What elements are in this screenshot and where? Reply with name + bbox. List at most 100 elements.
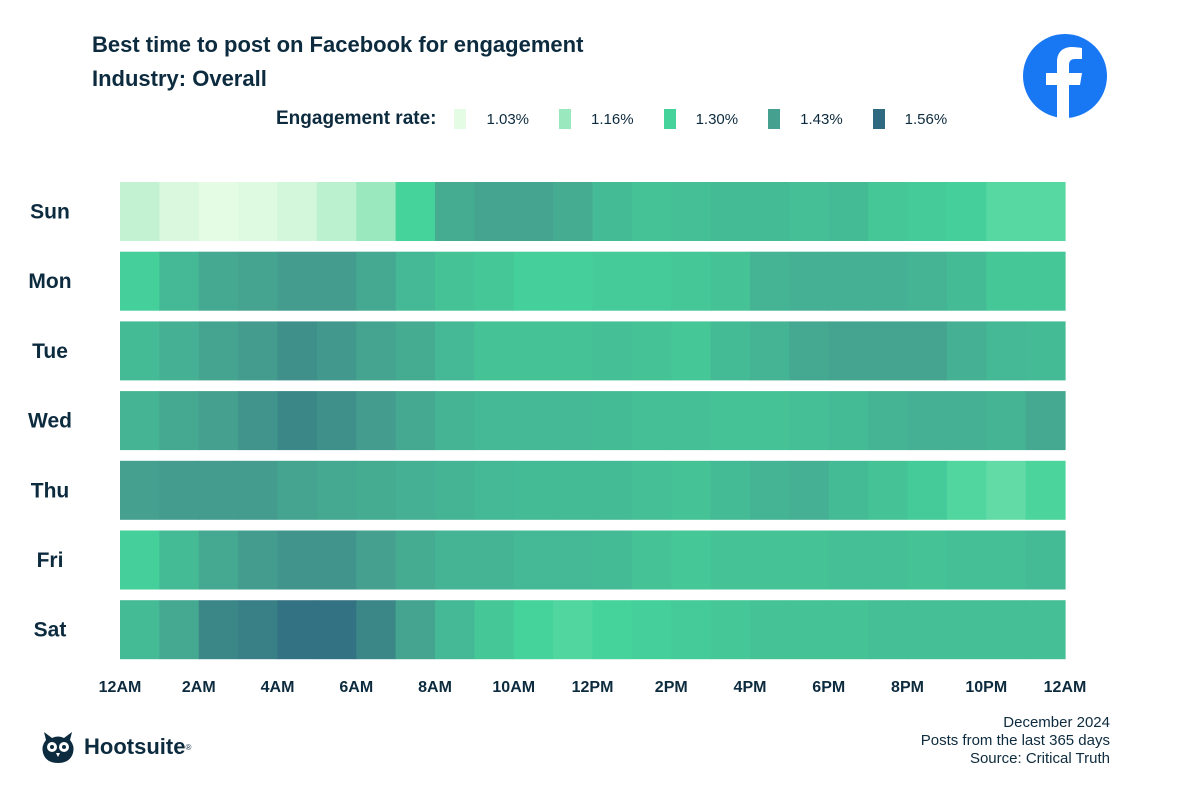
heatmap-cell (435, 182, 475, 241)
heatmap-cell (553, 321, 594, 381)
heatmap-cell (868, 600, 909, 660)
footer-date: December 2024 (1003, 714, 1110, 731)
heatmap-cell (513, 530, 554, 590)
heatmap-cell (907, 182, 948, 241)
heatmap-cell (316, 321, 357, 381)
owl-icon (42, 732, 74, 763)
heatmap-cell (1025, 530, 1066, 590)
legend-label: 1.43% (800, 110, 843, 128)
row-label-wed: Wed (28, 410, 72, 433)
x-tick-label: 12AM (1044, 679, 1087, 696)
legend-swatch (663, 109, 676, 129)
heatmap-cell (868, 530, 909, 590)
heatmap-cell (159, 600, 200, 660)
heatmap-cell (238, 600, 279, 660)
x-tick-label: 2AM (182, 679, 216, 696)
heatmap-cell (395, 530, 436, 590)
heatmap-cell (750, 600, 790, 660)
heatmap-cell (120, 530, 160, 590)
heatmap-cell (198, 391, 239, 451)
heatmap-cell (356, 251, 397, 311)
heatmap-cell (671, 460, 712, 520)
heatmap-cell (1025, 321, 1066, 381)
heatmap-cell (553, 530, 594, 590)
heatmap-cell (277, 321, 318, 381)
heatmap-cell (946, 321, 987, 381)
heatmap-cell (710, 251, 751, 311)
heatmap-cell (1025, 460, 1066, 520)
heatmap-cell (868, 182, 909, 241)
heatmap-cell (986, 321, 1027, 381)
x-tick-label: 4PM (734, 679, 767, 696)
heatmap-cell (316, 182, 357, 241)
heatmap-cell (553, 182, 594, 241)
heatmap-cell (828, 530, 869, 590)
heatmap-cell (513, 182, 554, 241)
heatmap-cell (868, 460, 909, 520)
chart-subtitle: Industry: Overall (92, 66, 267, 91)
heatmap-cell (592, 321, 633, 381)
heatmap-cell (553, 251, 594, 311)
heatmap-cell (710, 391, 751, 451)
x-tick-label: 10PM (965, 679, 1007, 696)
heatmap-cell (828, 600, 869, 660)
heatmap-cell (513, 321, 554, 381)
heatmap-cell (395, 321, 436, 381)
heatmap-cell (710, 182, 751, 241)
heatmap-cell (1025, 251, 1066, 311)
heatmap-cell (395, 391, 436, 451)
heatmap-cell (435, 321, 475, 381)
heatmap-cell (789, 460, 830, 520)
x-tick-label: 4AM (261, 679, 295, 696)
heatmap-cell (356, 321, 397, 381)
row-label-tue: Tue (32, 340, 68, 363)
heatmap-cell (198, 321, 239, 381)
heatmap-cell (553, 600, 594, 660)
legend-swatch (559, 109, 572, 129)
heatmap-cell (513, 391, 554, 451)
row-label-fri: Fri (37, 549, 64, 572)
heatmap-cell (1025, 391, 1066, 451)
heatmap-cell (198, 460, 239, 520)
heatmap-cell (907, 391, 948, 451)
heatmap-cell (120, 460, 160, 520)
heatmap-cell (710, 600, 751, 660)
heatmap-cell (828, 182, 869, 241)
heatmap-cell (710, 530, 751, 590)
heatmap-cell (828, 321, 869, 381)
heatmap-cell (631, 251, 672, 311)
heatmap-cell (356, 460, 397, 520)
heatmap-cell (789, 182, 830, 241)
heatmap-cell (395, 460, 436, 520)
heatmap-cell (474, 600, 515, 660)
heatmap-cell (553, 391, 594, 451)
heatmap-cell (671, 530, 712, 590)
heatmap-cell (986, 600, 1027, 660)
heatmap-cell (435, 530, 475, 590)
heatmap-cell (513, 460, 554, 520)
legend-label: 1.56% (904, 110, 948, 128)
heatmap-cell (277, 391, 318, 451)
legend-swatch (454, 109, 467, 129)
heatmap-cell (356, 182, 397, 241)
heatmap-cell (553, 460, 594, 520)
heatmap-cell (828, 460, 869, 520)
heatmap-cell (750, 182, 790, 241)
heatmap-cell (238, 460, 279, 520)
heatmap-cell (395, 600, 436, 660)
legend-label: 1.16% (591, 110, 634, 128)
heatmap-cell (710, 321, 751, 381)
heatmap-cell (238, 182, 279, 241)
facebook-logo-icon (1023, 34, 1107, 119)
heatmap-cell (277, 251, 318, 311)
heatmap-cell (474, 182, 515, 241)
heatmap: Sun Mon Tue Wed Thu Fri Sat 12AM 2AM 4AM 6AM 8AM 10A… (28, 182, 1087, 696)
heatmap-cell (277, 600, 318, 660)
heatmap-cell (395, 251, 436, 311)
footer-notes: December 2024 Posts from the last 365 da… (921, 714, 1110, 768)
heatmap-cell (671, 182, 712, 241)
legend-swatch (768, 109, 781, 129)
chart-title: Best time to post on Facebook for engage… (92, 32, 584, 57)
heatmap-cell (789, 600, 830, 660)
heatmap-cell (986, 530, 1027, 590)
